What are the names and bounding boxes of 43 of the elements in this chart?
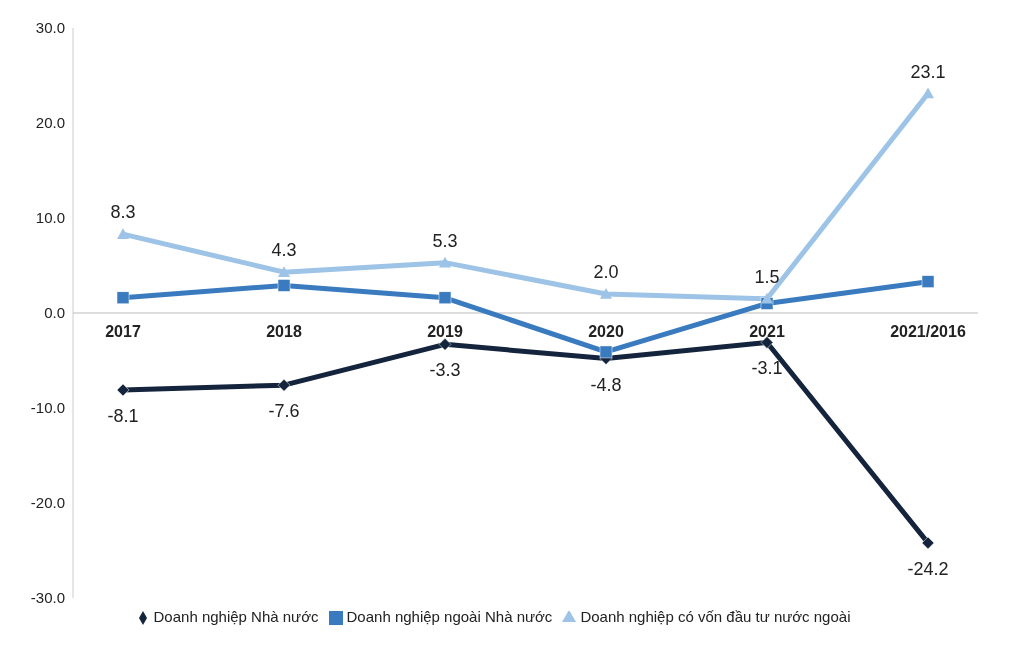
point [117,228,129,239]
data-label: -24.2 [907,558,949,579]
legend-label: Doanh nghiệp ngoài Nhà nước [346,608,553,625]
point [277,378,291,392]
y-tick-label: 20.0 [35,114,65,132]
data-label: 1.5 [754,266,780,287]
y-tick-label: -20.0 [30,494,65,512]
y-tick-label: -10.0 [30,399,65,417]
point [116,291,130,305]
point [438,338,452,351]
point [760,336,774,349]
legend-label: Doanh nghiệp có vốn đầu tư nước ngoài [580,608,851,625]
x-tick-label: 2019 [427,323,463,340]
point [600,288,612,299]
data-label: 23.1 [910,61,946,82]
x-tick-label: 2021 [749,323,785,340]
data-label: -4.8 [590,374,622,395]
point [921,536,935,550]
y-tick-label: 0.0 [44,304,65,322]
point [438,291,452,305]
legend-label: Doanh nghiệp Nhà nước [153,608,319,625]
point [761,292,773,304]
point [599,345,613,359]
x-tick-label: 2021/2016 [890,323,966,340]
point [278,266,290,277]
y-tick-label: 30.0 [35,19,65,37]
point [922,87,934,99]
data-label: 8.3 [110,202,136,223]
data-label: -8.1 [107,405,139,426]
data-label: 5.3 [432,230,458,251]
data-label: -3.1 [751,358,783,379]
point [921,275,935,288]
x-tick-label: 2017 [105,323,141,340]
point [277,279,291,292]
data-label: -7.6 [268,401,300,422]
data-label: -3.3 [429,360,461,381]
x-tick-label: 2020 [588,323,624,340]
x-tick-label: 2018 [266,323,302,340]
data-label: 4.3 [271,240,297,261]
y-tick-label: 10.0 [35,209,65,227]
data-label: 2.0 [593,262,619,282]
point [116,383,130,397]
y-tick-label: -30.0 [30,589,65,607]
